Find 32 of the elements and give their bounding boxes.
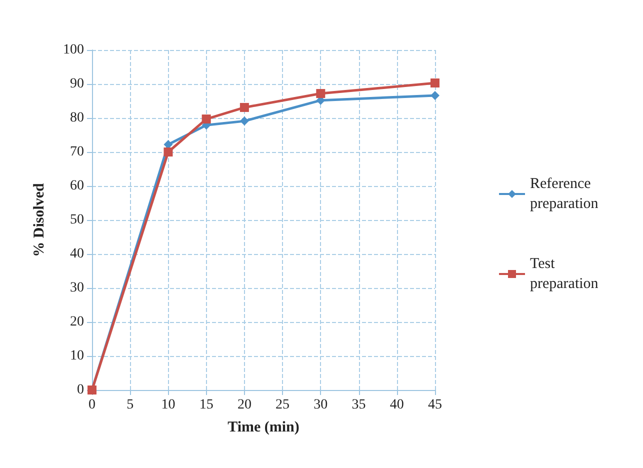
x-tick-label: 15: [199, 398, 214, 412]
point: [240, 116, 249, 126]
x-tick-label: 45: [428, 398, 442, 412]
point: [430, 91, 440, 100]
x-tick-label: 30: [314, 398, 328, 412]
y-tick-label: 60: [70, 178, 84, 194]
x-tick-label: 40: [390, 398, 404, 412]
x-axis-title: Time (min): [228, 420, 300, 436]
x-tick-label: 20: [237, 398, 252, 412]
x-tick-label: 0: [88, 398, 96, 412]
x-tick-label: 10: [161, 398, 176, 412]
y-tick-label: 0: [77, 382, 84, 398]
y-tick-label: 20: [70, 314, 84, 330]
y-tick-label: 90: [70, 76, 84, 92]
x-tick-label: 25: [276, 398, 290, 412]
x-tick-label: 5: [126, 398, 134, 412]
y-tick-label: 30: [70, 280, 84, 296]
y-tick-label: 100: [63, 42, 84, 58]
point: [202, 114, 211, 124]
point: [316, 89, 326, 98]
y-axis-title: % Disolved: [32, 182, 48, 257]
legend-label: Reference preparation: [530, 176, 599, 212]
y-tick-label: 50: [70, 212, 84, 228]
x-tick-label: 35: [352, 398, 366, 412]
y-tick-label: 70: [70, 144, 84, 160]
legend-label: Test preparation: [530, 256, 599, 292]
y-tick-label: 10: [70, 348, 84, 364]
point: [164, 148, 173, 156]
y-tick-label: 80: [70, 110, 84, 126]
point: [240, 102, 249, 112]
point: [430, 78, 440, 88]
y-tick-label: 40: [70, 246, 84, 262]
